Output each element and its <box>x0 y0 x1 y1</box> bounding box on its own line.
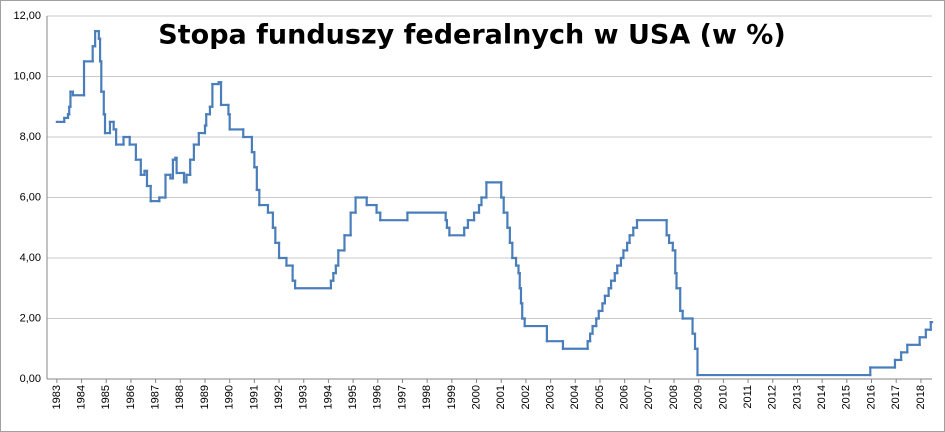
x-tick-label: 2013 <box>791 385 803 409</box>
x-tick-label: 1987 <box>150 385 162 409</box>
x-tick-label: 2003 <box>545 385 557 409</box>
x-tick-label: 1991 <box>248 385 260 409</box>
x-tick-label: 1990 <box>224 385 236 409</box>
y-tick-label: 0,00 <box>20 373 41 385</box>
x-tick-label: 1988 <box>174 385 186 409</box>
x-tick-label: 1985 <box>100 385 112 409</box>
x-tick-label: 1997 <box>396 385 408 409</box>
x-tick-label: 2006 <box>619 385 631 409</box>
x-tick-label: 2000 <box>470 385 482 409</box>
y-tick-label: 2,00 <box>20 312 41 324</box>
x-tick-label: 2014 <box>816 385 828 409</box>
y-tick-label: 4,00 <box>20 252 41 264</box>
x-tick-label: 1986 <box>125 385 137 409</box>
x-tick-label: 2018 <box>915 385 927 409</box>
x-tick-label: 2007 <box>643 385 655 409</box>
x-tick-label: 1983 <box>51 385 63 409</box>
x-tick-label: 2017 <box>890 385 902 409</box>
y-tick-label: 8,00 <box>20 131 41 143</box>
x-tick-label: 2011 <box>742 385 754 409</box>
y-tick-label: 6,00 <box>20 191 41 203</box>
y-tick-label: 12,00 <box>13 10 41 22</box>
x-tick-label: 2015 <box>841 385 853 409</box>
x-tick-label: 2004 <box>569 385 581 409</box>
x-tick-label: 1993 <box>298 385 310 409</box>
x-tick-label: 1999 <box>446 385 458 409</box>
x-tick-label: 1998 <box>421 385 433 409</box>
x-tick-label: 2012 <box>767 385 779 409</box>
x-tick-label: 2002 <box>520 385 532 409</box>
y-tick-label: 10,00 <box>13 70 41 82</box>
x-tick-label: 2008 <box>668 385 680 409</box>
x-tick-label: 2010 <box>717 385 729 409</box>
x-tick-label: 1994 <box>322 385 334 409</box>
x-tick-label: 2001 <box>495 385 507 409</box>
x-tick-label: 2016 <box>865 385 877 409</box>
x-tick-label: 1995 <box>347 385 359 409</box>
x-tick-label: 2009 <box>693 385 705 409</box>
chart-title: Stopa funduszy federalnych w USA (w %) <box>158 20 785 51</box>
x-tick-label: 1984 <box>75 385 87 409</box>
x-tick-label: 2005 <box>594 385 606 409</box>
x-tick-label: 1992 <box>273 385 285 409</box>
x-tick-label: 1996 <box>372 385 384 409</box>
x-tick-label: 1989 <box>199 385 211 409</box>
